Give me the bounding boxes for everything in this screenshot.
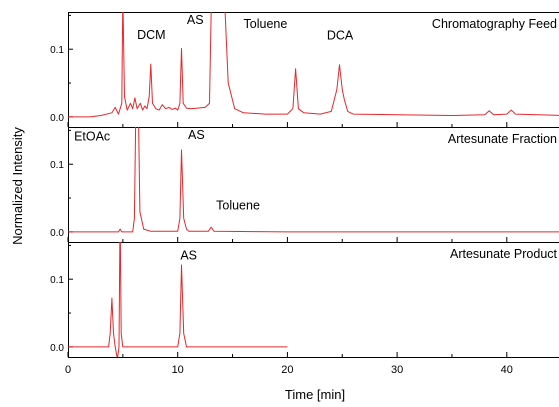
panel-title: Chromatography Feed — [432, 17, 557, 31]
y-tick-label: 0.0 — [50, 113, 64, 124]
peak-label: DCM — [137, 28, 165, 42]
y-tick-label: 0.0 — [50, 343, 64, 354]
peak-label: AS — [187, 13, 204, 27]
x-tick-label: 20 — [281, 364, 293, 376]
panel-artesunate-product: 0.0 0.1 Artesunate Product AS — [50, 242, 558, 357]
trace-line — [68, 242, 288, 357]
peak-label: DCA — [327, 29, 354, 43]
peak-label: Toluene — [216, 199, 260, 213]
x-axis-title: Time [min] — [285, 387, 345, 402]
panel-title: Artesunate Fraction — [448, 132, 557, 146]
peak-label: AS — [180, 249, 197, 263]
peak-label: EtOAc — [74, 130, 110, 144]
trace-line — [68, 127, 559, 233]
panel-chromatography-feed: 0.0 0.1 Chromatography Feed DCM AS Toluene DCA — [50, 12, 559, 124]
panel-title: Artesunate Product — [450, 247, 558, 261]
axes-frame — [68, 12, 559, 358]
panel-artesunate-fraction: 0.0 0.1 Artesunate Fraction EtOAc AS Toluene — [50, 127, 559, 239]
peak-label: AS — [188, 128, 205, 142]
x-tick-label: 40 — [501, 364, 513, 376]
y-tick-label: 0.0 — [50, 228, 64, 239]
x-axis: 0 10 20 30 40 — [65, 122, 513, 376]
trace-line — [68, 12, 559, 118]
y-tick-label: 0.1 — [50, 275, 64, 286]
y-tick-label: 0.1 — [50, 160, 64, 171]
y-axis-title: Normalized Intensity — [10, 127, 25, 245]
peak-label: Toluene — [244, 17, 288, 31]
x-tick-label: 0 — [65, 364, 71, 376]
y-tick-label: 0.1 — [50, 45, 64, 56]
x-tick-label: 10 — [172, 364, 184, 376]
x-tick-label: 30 — [391, 364, 403, 376]
